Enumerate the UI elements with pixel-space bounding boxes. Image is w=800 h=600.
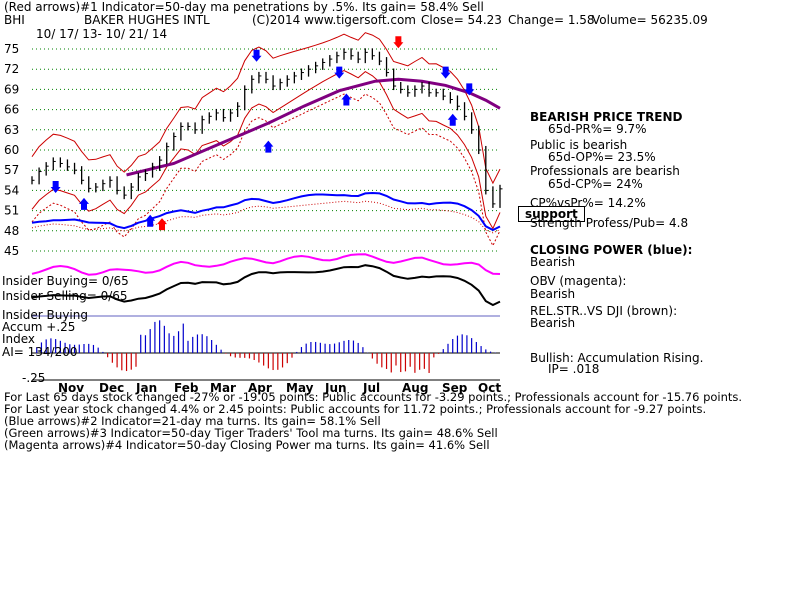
copyright: (C)2014 www.tigersoft.com [252, 13, 416, 27]
arrow-up-icon [341, 93, 352, 106]
month-label: May [286, 381, 314, 395]
footer-line1: For Last 65 days stock changed -27% or -… [4, 390, 743, 404]
month-label: Jun [324, 381, 347, 395]
y-tick-label: 45 [4, 244, 19, 258]
month-label: Aug [402, 381, 428, 395]
ai-label: AI= 134/200 [2, 345, 78, 359]
neg-label: -.25 [22, 371, 46, 385]
pr-value: 65d-PR%= 9.7% [548, 122, 647, 136]
obv-value: Bearish [530, 287, 576, 301]
month-label: Feb [174, 381, 199, 395]
y-tick-label: 54 [4, 183, 19, 197]
arrow-up-icon [145, 214, 156, 227]
y-tick-label: 66 [4, 103, 19, 117]
month-label: Apr [248, 381, 272, 395]
index-label: Index [2, 332, 36, 346]
strength-value: Strength Profess/Pub= 4.8 [530, 216, 689, 230]
lower-band [31, 69, 501, 230]
month-label: Jan [135, 381, 157, 395]
relstr-value: Bearish [530, 316, 576, 330]
y-tick-label: 75 [4, 42, 19, 56]
arrow-up-icon [79, 197, 89, 210]
company-name: BAKER HUGHES INTL [84, 13, 210, 27]
arrow-down-icon [334, 66, 345, 79]
close-value: Close= 54.23 [421, 13, 502, 27]
y-tick-label: 69 [4, 82, 19, 96]
arrow-down-icon [251, 49, 262, 62]
cp-value: 65d-CP%= 24% [548, 177, 643, 191]
header-line1: (Red arrows)#1 Indicator=50-day ma penet… [4, 0, 484, 14]
lower-band-2 [31, 93, 501, 247]
month-label: Sep [442, 381, 468, 395]
insider-buying-label-2: Insider Buying [2, 308, 88, 322]
public-bearish: Public is bearish [530, 138, 628, 152]
closing-power-ma [31, 200, 501, 234]
arrow-down-icon [440, 66, 451, 79]
closing-power-value: Bearish [530, 255, 576, 269]
obv-title: OBV (magenta): [530, 274, 627, 288]
upper-band [31, 32, 501, 185]
arrow-down-icon [50, 181, 61, 194]
closing-power-line [31, 191, 501, 232]
footer-line3: (Blue arrows)#2 Indicator=21-day ma turn… [4, 414, 381, 428]
pros-bearish: Professionals are bearish [530, 164, 680, 178]
arrow-up-icon [447, 113, 458, 126]
arrow-down-icon [393, 36, 404, 49]
y-tick-label: 60 [4, 143, 19, 157]
arrow-up-icon [157, 218, 167, 231]
y-tick-label: 57 [4, 163, 19, 177]
footer-line4: (Green arrows)#3 Indicator=50-day Tiger … [4, 426, 498, 440]
ticker: BHI [4, 13, 25, 27]
support-label: support [518, 206, 585, 222]
y-tick-label: 72 [4, 62, 19, 76]
op-value: 65d-OP%= 23.5% [548, 150, 656, 164]
insider-buying-label: Insider Buying= 0/65 [2, 274, 129, 288]
arrow-up-icon [263, 140, 274, 153]
month-label: Jul [362, 381, 380, 395]
y-tick-label: 48 [4, 224, 19, 238]
arrow-down-icon [464, 83, 475, 96]
footer-line2: For Last year stock changed 4.4% or 2.45… [4, 402, 707, 416]
change-value: Change= 1.58 [508, 13, 595, 27]
y-tick-label: 63 [4, 123, 19, 137]
footer-line5: (Magenta arrows)#4 Indicator=50-day Clos… [4, 438, 490, 452]
bullish-note: Bullish: Accumulation Rising. [530, 351, 704, 365]
rel-strength-line [31, 264, 501, 307]
month-label: Nov [58, 381, 84, 395]
accum-label: Accum +.25 [2, 320, 76, 334]
month-label: Dec [99, 381, 124, 395]
bearish-trend-title: BEARISH PRICE TREND [530, 110, 683, 124]
closing-power-title: CLOSING POWER (blue): [530, 243, 693, 257]
insider-selling-label: Insider Selling= 0/65 [2, 289, 128, 303]
volume-value: Volume= 56235.09 [592, 13, 708, 27]
date-range: 10/ 17/ 13- 10/ 21/ 14 [36, 27, 168, 41]
month-label: Mar [210, 381, 236, 395]
obv-line [31, 253, 501, 276]
relstr-title: REL.STR..VS DJI (brown): [530, 304, 678, 318]
ip-value: IP= .018 [548, 362, 600, 376]
y-tick-label: 51 [4, 204, 19, 218]
month-label: Oct [478, 381, 501, 395]
ma-50-line [126, 77, 501, 177]
